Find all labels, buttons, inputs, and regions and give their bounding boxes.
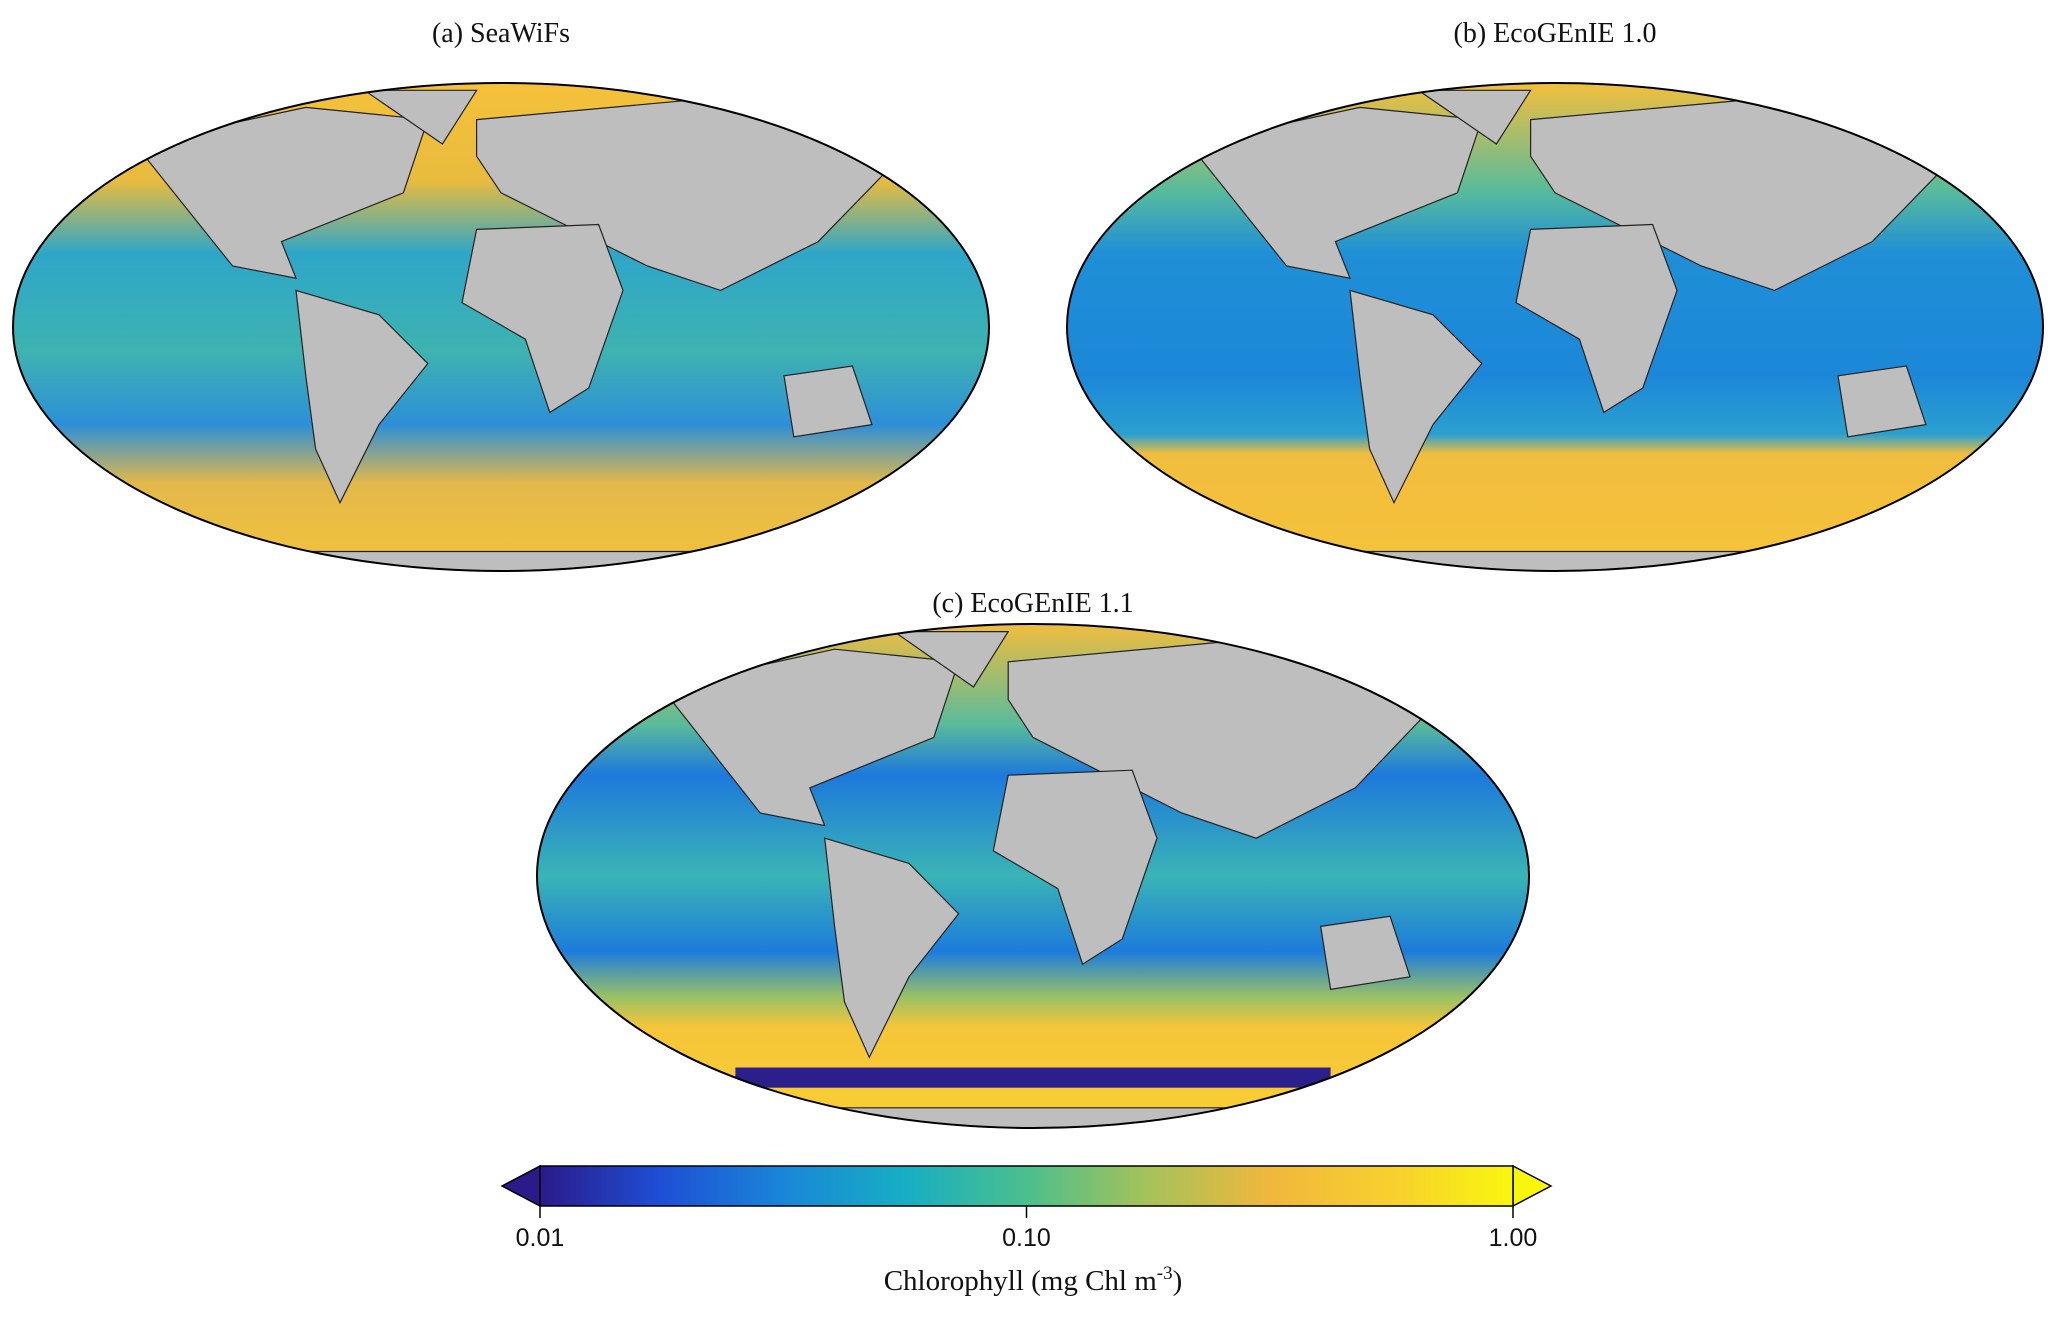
land	[1515, 223, 1678, 414]
map-outline	[12, 82, 990, 572]
land	[1237, 550, 1873, 571]
land	[1416, 89, 1532, 145]
land	[1187, 106, 1483, 279]
land	[992, 769, 1158, 966]
panel-title: (c) EcoGEnIE 1.1	[932, 588, 1133, 619]
land	[1320, 915, 1411, 991]
map-outline	[1066, 82, 2044, 572]
panel-title: (a) SeaWiFs	[432, 18, 570, 49]
colorbar-low-arrow	[500, 1164, 541, 1208]
land	[461, 223, 624, 414]
land	[133, 106, 429, 279]
land	[892, 630, 1010, 688]
colorbar-high-arrow	[1512, 1164, 1553, 1208]
colorbar-bar	[539, 1165, 1514, 1207]
map-panel	[13, 83, 989, 571]
land	[1349, 289, 1483, 505]
label-text: Chlorophyll (mg Chl m	[884, 1265, 1158, 1297]
map-outline	[536, 623, 1530, 1129]
panel-title: (b) EcoGEnIE 1.0	[1454, 18, 1657, 49]
tick-label: 0.01	[516, 1224, 565, 1252]
map-panel	[537, 624, 1529, 1128]
land	[362, 89, 478, 145]
land	[710, 1107, 1356, 1128]
colorbar-label: Chlorophyll (mg Chl m-3)	[884, 1263, 1183, 1297]
colorbar: 0.01 0.10 1.00	[500, 1164, 1553, 1252]
land	[783, 365, 873, 438]
land	[824, 837, 960, 1059]
land	[659, 648, 960, 827]
maps	[12, 82, 2044, 1129]
tick-label: 1.00	[1489, 1224, 1538, 1252]
tick-label: 0.10	[1002, 1224, 1051, 1252]
map-panel	[1067, 83, 2043, 571]
label-suffix: )	[1173, 1265, 1183, 1297]
label-superscript: -3	[1157, 1263, 1173, 1284]
land	[295, 289, 429, 505]
land	[183, 550, 819, 571]
land	[1837, 365, 1927, 438]
ice-band	[735, 1067, 1331, 1088]
